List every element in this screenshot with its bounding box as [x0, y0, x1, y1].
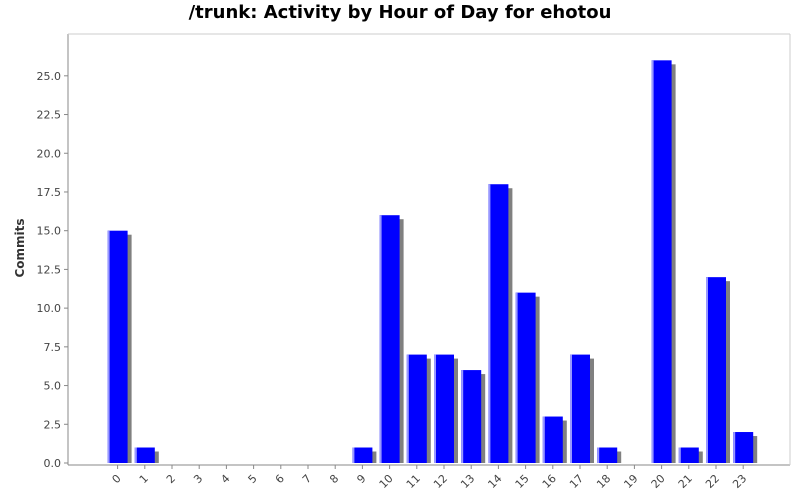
y-tick-label: 25.0 — [37, 70, 62, 83]
bar — [733, 432, 754, 463]
bar — [134, 447, 155, 463]
bar-highlight — [107, 230, 110, 463]
bar — [651, 60, 672, 463]
bar — [597, 447, 618, 463]
bar-highlight — [352, 447, 355, 463]
bar-highlight — [678, 447, 681, 463]
x-tick-label: 23 — [730, 472, 749, 491]
bar — [406, 354, 427, 463]
y-tick-label: 10.0 — [37, 302, 62, 315]
bar — [515, 292, 536, 463]
bar-highlight — [651, 60, 654, 463]
x-tick-label: 19 — [621, 472, 640, 491]
x-tick-label: 22 — [703, 472, 722, 491]
x-tick-label: 5 — [246, 472, 260, 486]
bar-highlight — [434, 354, 436, 463]
y-axis: 0.0 2.5 5.0 7.5 10.0 12.5 15.0 17.5 20.0 22.5 25.0 — [37, 70, 68, 470]
x-tick-label: 4 — [218, 472, 232, 486]
x-tick-label: 11 — [404, 472, 423, 491]
x-tick-label: 7 — [300, 472, 314, 486]
bar — [352, 447, 373, 463]
y-tick-label: 22.5 — [37, 109, 62, 122]
x-tick-label: 20 — [649, 472, 668, 491]
x-axis: 0 1 2 3 4 5 6 7 8 9 10 11 12 13 14 15 16 17 18 19 20 21 22 23 — [110, 465, 749, 491]
bar — [379, 215, 400, 463]
x-tick-label: 1 — [137, 472, 151, 486]
y-tick-label: 0.0 — [44, 457, 62, 470]
bar — [461, 370, 482, 463]
x-tick-label: 13 — [458, 472, 477, 491]
x-tick-label: 6 — [273, 472, 287, 486]
bar-highlight — [515, 292, 518, 463]
bar-highlight — [461, 370, 464, 463]
x-tick-label: 21 — [676, 472, 695, 491]
bar-highlight — [134, 447, 137, 463]
x-tick-label: 17 — [567, 472, 586, 491]
y-tick-label: 12.5 — [37, 263, 62, 276]
x-tick-label: 15 — [513, 472, 532, 491]
y-tick-label: 5.0 — [44, 380, 62, 393]
bar — [570, 354, 590, 463]
bar — [706, 277, 726, 463]
x-tick-label: 12 — [431, 472, 450, 491]
bar — [107, 230, 128, 463]
bar-highlight — [570, 354, 572, 463]
bars — [107, 60, 758, 464]
y-tick-label: 20.0 — [37, 147, 62, 160]
x-tick-label: 2 — [164, 472, 178, 486]
bar-highlight — [706, 277, 708, 463]
plot-frame — [67, 33, 791, 466]
x-tick-label: 18 — [594, 472, 613, 491]
bar — [434, 354, 454, 463]
y-axis-title: Commits — [13, 218, 27, 277]
bar-highlight — [733, 432, 736, 463]
x-tick-label: 3 — [191, 472, 205, 486]
x-tick-label: 16 — [540, 472, 559, 491]
chart-title: /trunk: Activity by Hour of Day for ehot… — [188, 2, 612, 23]
y-tick-label: 15.0 — [37, 225, 62, 238]
x-tick-label: 10 — [377, 472, 396, 491]
y-tick-label: 17.5 — [37, 186, 62, 199]
bar-highlight — [542, 416, 545, 463]
y-tick-label: 2.5 — [44, 418, 62, 431]
x-tick-label: 0 — [110, 472, 124, 486]
bar-highlight — [406, 354, 409, 463]
x-tick-label: 14 — [485, 472, 504, 491]
bar-highlight — [597, 447, 600, 463]
bar-highlight — [379, 215, 382, 463]
x-tick-label: 8 — [327, 472, 341, 486]
bar — [542, 416, 563, 463]
bar-highlight — [488, 184, 491, 464]
x-tick-label: 9 — [354, 472, 368, 486]
bar — [678, 447, 699, 463]
y-tick-label: 7.5 — [44, 341, 62, 354]
bar — [488, 184, 509, 464]
